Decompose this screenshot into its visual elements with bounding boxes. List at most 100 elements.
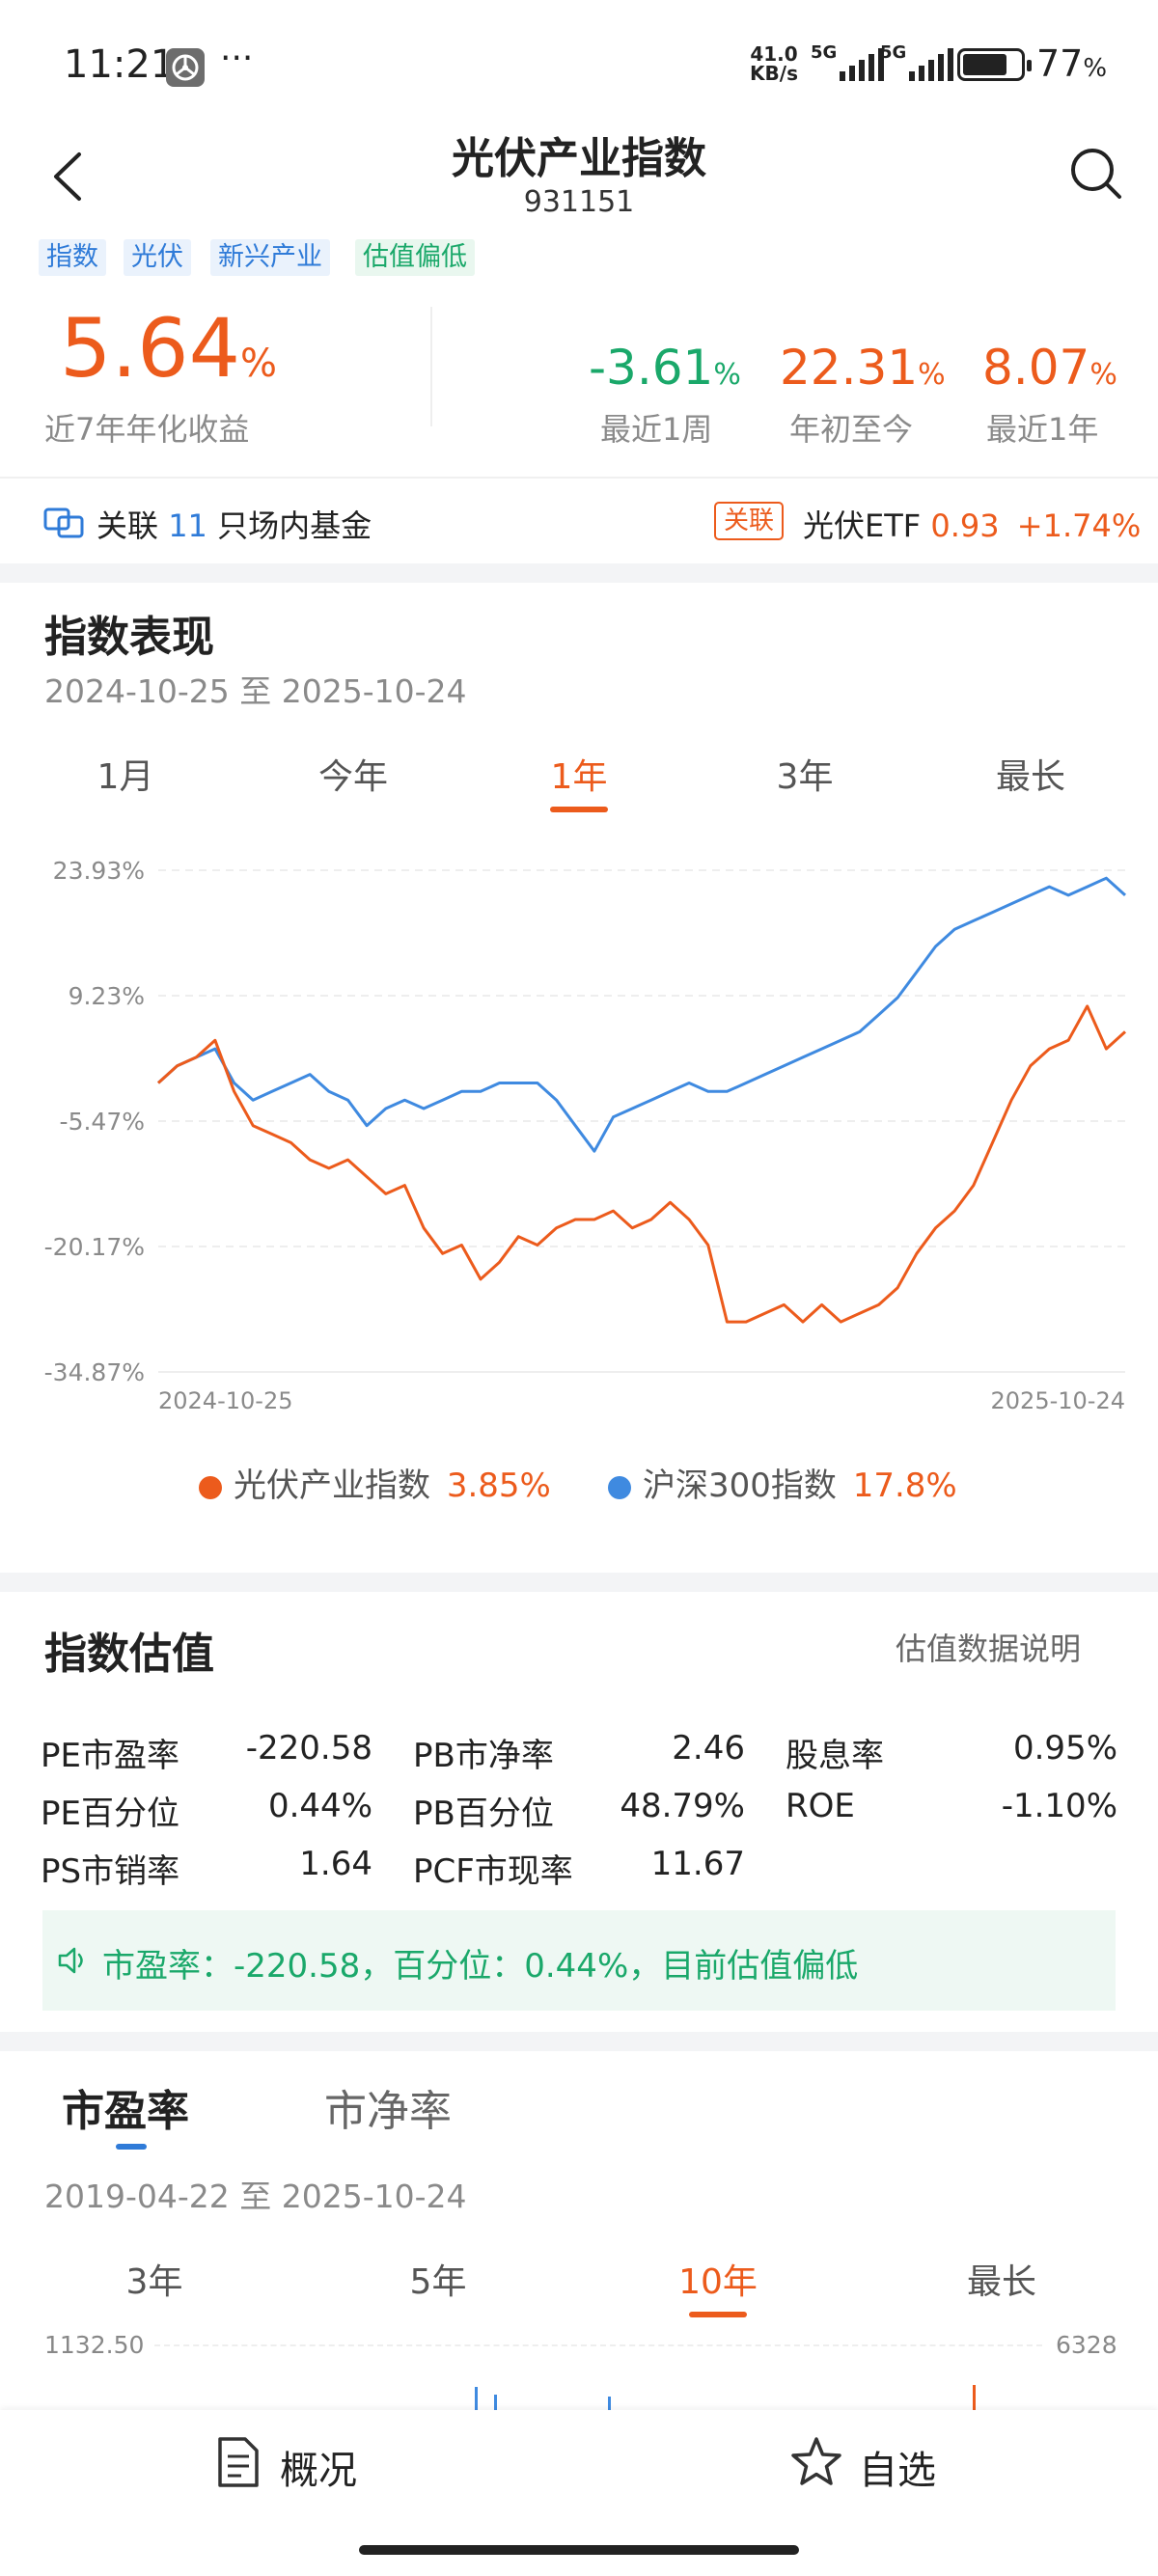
y-tick-label: -5.47% <box>60 1108 145 1136</box>
series-line-pv <box>156 1004 1127 1324</box>
pe-tab-indicator <box>116 2144 147 2150</box>
pe-percentile-label: PE百分位 <box>41 1795 179 1833</box>
related-badge: 关联 <box>714 502 785 540</box>
y-tick-label: -34.87% <box>44 1358 145 1386</box>
roe-label: ROE <box>786 1787 855 1825</box>
year-change-label: 最近1年 <box>986 411 1099 448</box>
dividend-label: 股息率 <box>786 1737 884 1775</box>
week-change-value: -3.61% <box>589 340 741 396</box>
star-icon <box>791 2437 841 2485</box>
index-code: 931151 <box>523 185 635 219</box>
document-icon <box>218 2437 259 2487</box>
pe-chart-peek <box>0 2383 1158 2410</box>
roe-value: -1.10% <box>1001 1787 1117 1825</box>
dividend-value: 0.95% <box>1012 1729 1117 1768</box>
etf-name: 光伏ETF <box>803 507 922 544</box>
stats-divider <box>430 307 432 426</box>
battery-icon <box>957 48 1032 81</box>
bottom-nav: 概况 自选 <box>0 2410 1158 2576</box>
tag-undervalued[interactable]: 估值偏低 <box>355 239 475 276</box>
related-funds-link[interactable]: 关联 11 只场内基金 <box>42 498 390 546</box>
speaker-icon <box>58 1947 83 1974</box>
pcf-label: PCF市现率 <box>413 1852 573 1891</box>
home-indicator <box>359 2545 799 2555</box>
ps-label: PS市销率 <box>41 1852 180 1891</box>
more-dots-icon: ··· <box>220 39 254 78</box>
section-separator-2 <box>0 1573 1158 1592</box>
tag-index[interactable]: 指数 <box>39 239 106 276</box>
annualized-return-value: 5.64% <box>60 301 278 396</box>
legend-dot-pv <box>199 1475 222 1499</box>
y-tick-label: 23.93% <box>53 857 145 885</box>
valuation-help-link[interactable]: 估值数据说明 <box>896 1631 1082 1667</box>
etf-price: 0.93 <box>930 507 1000 544</box>
year-change-value: 8.07% <box>982 340 1117 396</box>
pe-axis-right-top: 6328 <box>1056 2331 1117 2359</box>
pe-chart-gridline <box>154 2344 1042 2346</box>
tag-emerging-industry[interactable]: 新兴产业 <box>210 239 330 276</box>
chevron-left-icon <box>54 152 81 201</box>
pb-percentile-label: PB百分位 <box>413 1795 554 1833</box>
pb-label: PB市净率 <box>413 1737 554 1775</box>
range-tab-max[interactable]: 最长 <box>966 2262 1036 2302</box>
y-tick-label: 9.23% <box>69 982 145 1010</box>
valuation-title: 指数估值 <box>44 1630 214 1679</box>
week-change-label: 最近1周 <box>600 411 713 448</box>
signal-icon-1: 5G <box>811 42 888 89</box>
nav-overview[interactable]: 概况 <box>210 2429 403 2497</box>
y-tick-label: -20.17% <box>44 1233 145 1261</box>
pe-axis-left-top: 1132.50 <box>44 2331 145 2359</box>
nav-watchlist[interactable]: 自选 <box>789 2429 982 2497</box>
divider <box>0 477 1158 479</box>
pe-percentile-value: 0.44% <box>267 1787 372 1825</box>
link-icon <box>43 507 84 538</box>
valuation-notice: 市盈率：-220.58，百分位：0.44%，目前估值偏低 <box>42 1910 1116 2011</box>
performance-title: 指数表现 <box>44 613 214 662</box>
etf-change: +1.74% <box>1016 507 1142 544</box>
tab-this-year[interactable]: 今年 <box>317 757 388 797</box>
performance-chart[interactable]: 23.93% 9.23% -5.47% -20.17% -34.87% 2024-10-2… <box>0 849 1158 1428</box>
pe-label: PE市盈率 <box>41 1737 179 1775</box>
valuation-notice-text: 市盈率：-220.58，百分位：0.44%，目前估值偏低 <box>102 1947 859 1986</box>
ytd-change-value: 22.31% <box>780 340 946 396</box>
legend-item-pv[interactable]: 光伏产业指数 3.85% <box>199 1459 551 1506</box>
range-tab-5y[interactable]: 5年 <box>409 2262 467 2302</box>
tab-1-month[interactable]: 1月 <box>96 757 154 797</box>
pcf-value: 11.67 <box>650 1845 745 1883</box>
tab-pe[interactable]: 市盈率 <box>62 2087 189 2136</box>
section-separator <box>0 563 1158 583</box>
tab-pb[interactable]: 市净率 <box>324 2087 452 2136</box>
back-button[interactable] <box>42 145 100 208</box>
tab-active-indicator <box>550 807 608 812</box>
search-icon <box>1071 149 1121 199</box>
tab-max[interactable]: 最长 <box>995 757 1065 797</box>
page-title: 光伏产业指数 <box>452 134 706 183</box>
battery-percent: 77% <box>1036 42 1108 85</box>
chart-svg: 23.93% 9.23% -5.47% -20.17% -34.87% 2024-10-2… <box>44 857 1127 1414</box>
series-line-hs300 <box>156 876 1127 1153</box>
pb-percentile-value: 48.79% <box>620 1787 745 1825</box>
x-tick-label: 2024-10-25 <box>158 1387 292 1414</box>
pe-date-range: 2019-04-22 至 2025-10-24 <box>44 2178 467 2215</box>
annualized-return-label: 近7年年化收益 <box>44 411 250 448</box>
legend-dot-hs300 <box>608 1475 631 1499</box>
tab-3-years[interactable]: 3年 <box>776 757 834 797</box>
related-etf[interactable]: 关联 光伏ETF 0.93 +1.74% <box>712 498 1141 546</box>
performance-date-range: 2024-10-25 至 2025-10-24 <box>44 672 467 710</box>
pb-value: 2.46 <box>672 1729 745 1768</box>
tab-1-year[interactable]: 1年 <box>550 757 608 797</box>
search-button[interactable] <box>1067 145 1125 203</box>
pe-value: -220.58 <box>245 1729 372 1768</box>
net-speed: 41.0 KB/s <box>750 42 798 85</box>
status-time: 11:21 <box>64 42 176 87</box>
signal-icon-2: 5G <box>880 42 957 89</box>
legend-item-hs300[interactable]: 沪深300指数 17.8% <box>608 1459 957 1506</box>
tag-photovoltaic[interactable]: 光伏 <box>124 239 191 276</box>
range-tab-3y[interactable]: 3年 <box>125 2262 183 2302</box>
section-separator-3 <box>0 2032 1158 2051</box>
ps-value: 1.64 <box>299 1845 372 1883</box>
range-tab-10y[interactable]: 10年 <box>678 2262 758 2302</box>
x-tick-label: 2025-10-24 <box>991 1387 1125 1414</box>
steering-wheel-icon <box>166 48 205 87</box>
status-bar: 11:21 ··· 41.0 KB/s 5G 5G 77% <box>0 0 1158 135</box>
